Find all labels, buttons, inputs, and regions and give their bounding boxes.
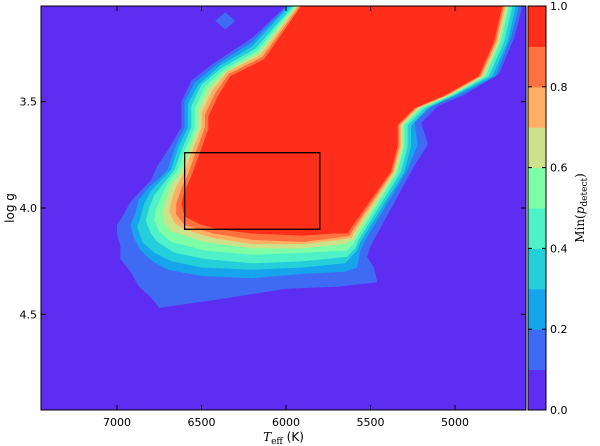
colorbar-segment [528,208,546,249]
y-tick-label: 4.5 [20,308,38,321]
y-axis-ticks: 3.5 4.0 4.5 [20,96,526,321]
colorbar-segment [528,288,546,330]
x-tick-label: 6000 [272,416,300,429]
colorbar-label: Min(pdetect) [573,173,590,243]
y-tick-label: 4.0 [20,202,38,215]
x-tick-label: 7000 [103,416,131,429]
colorbar-segment [528,369,546,411]
colorbar: 0.0 0.2 0.4 0.6 0.8 1.0 [527,0,568,417]
x-tick-label: 6500 [188,416,216,429]
colorbar-segment [528,248,546,290]
x-tick-label: 5500 [357,416,385,429]
colorbar-segment [528,6,546,47]
colorbar-tick-label: 0.8 [550,81,568,94]
colorbar-tick-label: 1.0 [550,0,568,13]
contour-band-0.9 [181,6,503,236]
colorbar-tick-label: 0.4 [550,242,568,255]
colorbar-segment [528,86,546,128]
x-tick-label: 5000 [441,416,469,429]
colorbar-segment [528,167,546,209]
colorbar-segment [528,46,546,88]
colorbar-frame [527,5,547,411]
x-axis-label: Teff (K) [263,430,304,446]
colorbar-segment [528,329,546,371]
y-axis-label: log g [3,193,17,223]
x-axis-ticks: 7000 6500 6000 5500 5000 [103,6,469,429]
highlight-box [183,152,321,230]
colorbar-tick-label: 0.0 [550,404,568,417]
colorbar-tick-label: 0.6 [550,162,568,175]
colorbar-segment [528,127,546,169]
y-tick-label: 3.5 [20,96,38,109]
contour-layer [117,6,523,308]
contour-band-0.1 [215,12,236,30]
colorbar-tick-label: 0.2 [550,323,568,336]
